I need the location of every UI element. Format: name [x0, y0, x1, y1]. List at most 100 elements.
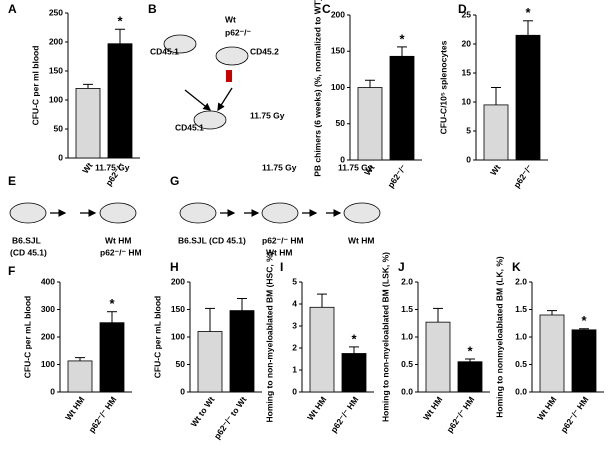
- bar: [457, 361, 483, 393]
- x-tick-label: Wt: [488, 163, 503, 178]
- y-tick-label: 4: [292, 298, 297, 308]
- annotation: *: [109, 296, 115, 311]
- y-tick-label: 2.0: [401, 276, 413, 286]
- mouse: [163, 34, 197, 54]
- y-tick-label: 3: [292, 320, 297, 330]
- x-tick-label: p62⁻/⁻ to Wt: [212, 395, 249, 441]
- x-tick-label: p62⁻/⁻: [511, 162, 534, 189]
- diagram-label: B6.SJL: [12, 235, 41, 245]
- y-tick-label: 0: [180, 386, 185, 396]
- diagram-label: B6.SJL (CD 45.1): [178, 235, 246, 245]
- y-tick-label: 2.0: [515, 276, 527, 286]
- y-axis-label: PB chimers (6 weeks) (%, normalized to W…: [312, 0, 322, 177]
- y-tick-label: 100: [41, 359, 55, 369]
- y-tick-label: 100: [171, 331, 185, 341]
- y-tick-label: 0: [292, 386, 297, 396]
- annotation: *: [399, 31, 405, 46]
- diagram-label: CD45.1: [175, 122, 204, 132]
- mouse: [215, 46, 249, 66]
- x-tick-label: p62⁻/⁻: [385, 162, 408, 189]
- y-tick-label: 25: [462, 9, 472, 19]
- y-tick-label: 250: [49, 7, 63, 17]
- y-tick-label: 20: [462, 38, 472, 48]
- x-tick-label: Wt HM: [63, 395, 86, 422]
- bar: [571, 329, 597, 393]
- bar: [341, 353, 367, 393]
- panel-letter: C: [322, 2, 331, 16]
- x-tick-label: Wt: [80, 161, 95, 176]
- bar: [67, 360, 93, 393]
- bar: [197, 331, 223, 393]
- y-tick-label: 1.0: [401, 331, 413, 341]
- diagram-label: 11.75 Gy: [95, 162, 130, 172]
- y-tick-label: 15: [462, 67, 472, 77]
- annotation: *: [581, 313, 587, 328]
- x-tick-label: Wt HM: [535, 395, 558, 422]
- y-tick-label: 1.5: [515, 304, 527, 314]
- y-axis-label: CFU-C per ml blood: [30, 46, 40, 126]
- y-tick-label: 1.5: [401, 304, 413, 314]
- y-tick-label: 1: [292, 364, 297, 374]
- diagram-label: (CD 45.1): [10, 247, 47, 257]
- y-tick-label: 150: [171, 304, 185, 314]
- y-tick-label: 0: [58, 152, 63, 162]
- panel-letter: D: [458, 2, 467, 16]
- y-tick-label: 50: [54, 123, 64, 133]
- y-axis-label: Homing to nonmyeloablated BM (LK, %): [494, 256, 504, 418]
- mouse: [193, 110, 227, 130]
- bar: [389, 55, 415, 161]
- bar: [99, 322, 125, 393]
- y-tick-label: 400: [41, 276, 55, 286]
- tube: [226, 70, 232, 82]
- mouse: [343, 202, 381, 224]
- annotation: *: [467, 343, 473, 358]
- y-tick-label: 300: [41, 304, 55, 314]
- y-tick-label: 10: [462, 96, 472, 106]
- panel-letter: E: [8, 174, 16, 188]
- diagram-label: Wt HM: [105, 235, 131, 245]
- y-axis-label: Homing to non-myeloablated BM (HSC, %): [264, 251, 274, 422]
- y-tick-label: 200: [331, 9, 345, 19]
- diagram-shapes: [9, 34, 381, 224]
- mouse: [9, 202, 47, 224]
- y-tick-label: 200: [49, 36, 63, 46]
- annotation: *: [525, 5, 531, 20]
- bar: [515, 34, 541, 161]
- bar: [309, 306, 335, 393]
- y-tick-label: 100: [49, 94, 63, 104]
- y-tick-label: 0: [50, 386, 55, 396]
- x-tick-label: p62⁻/⁻ HM: [558, 395, 590, 435]
- x-tick-label: Wt HM: [305, 395, 328, 422]
- diagram-label: Wt HM: [348, 235, 374, 245]
- diagram-label: p62⁻/⁻ HM: [262, 235, 304, 245]
- y-tick-label: 0.0: [401, 386, 413, 396]
- y-tick-label: 1.0: [515, 331, 527, 341]
- y-tick-label: 0: [466, 154, 471, 164]
- panel-letter: F: [8, 264, 15, 278]
- diagram-label: p62⁻/⁻ HM: [100, 247, 142, 257]
- diagram-label: CD45.1: [150, 46, 179, 56]
- y-axis-label: CFU-C per mL blood: [22, 296, 32, 378]
- arrow: [184, 89, 212, 111]
- panel-letter: G: [170, 174, 179, 188]
- diagram-label: 11.75 Gy: [250, 110, 285, 120]
- panel-letter: A: [8, 2, 17, 16]
- panel-letter: B: [148, 2, 157, 16]
- bar: [75, 88, 101, 159]
- y-tick-label: 200: [41, 331, 55, 341]
- y-tick-label: 50: [176, 359, 186, 369]
- y-tick-label: 150: [49, 65, 63, 75]
- diagram-label: p62⁻/⁻: [225, 27, 251, 37]
- mouse: [179, 202, 217, 224]
- x-tick-label: Wt to Wt: [189, 395, 217, 429]
- y-tick-label: 0.0: [515, 386, 527, 396]
- y-tick-label: 50: [336, 118, 346, 128]
- panel-letter: J: [398, 260, 405, 274]
- arrow: [217, 87, 233, 112]
- panel-letter: I: [280, 260, 283, 274]
- y-tick-label: 2: [292, 342, 297, 352]
- bar: [229, 310, 255, 393]
- bar: [425, 321, 451, 393]
- y-tick-label: 0.5: [515, 359, 527, 369]
- diagram-label: 11.75 Gy: [338, 162, 373, 172]
